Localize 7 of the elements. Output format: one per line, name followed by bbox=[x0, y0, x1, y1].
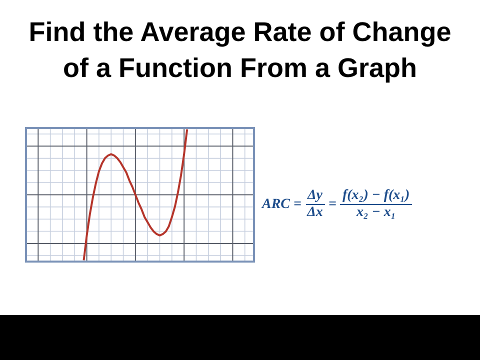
text: ARC = bbox=[262, 196, 302, 212]
chart-title: Find the Average Rate of Change of a Function From a Graph bbox=[28, 16, 452, 85]
text: = bbox=[328, 196, 336, 212]
text: x₂ − x₁ bbox=[356, 205, 396, 221]
text: Δx bbox=[307, 205, 323, 221]
text: f(x₂) − f(x₁) bbox=[340, 188, 412, 205]
text: Δy bbox=[306, 188, 324, 205]
